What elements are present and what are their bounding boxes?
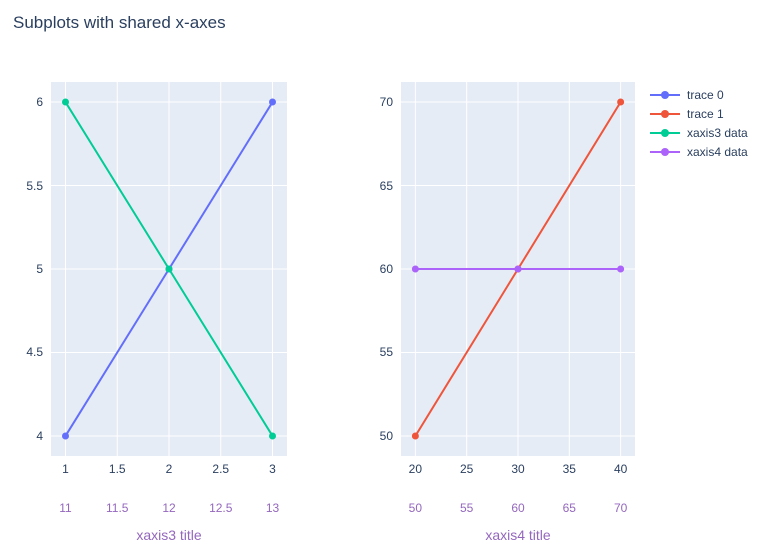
x-secondary-axis-tick-label: 11 xyxy=(59,501,72,515)
x-secondary-axis-tick-label: 50 xyxy=(408,501,423,515)
y-axis-tick-label: 4 xyxy=(36,428,43,443)
x-secondary-axis-tick-label: 12.5 xyxy=(209,501,233,515)
legend-symbol-icon xyxy=(650,90,680,99)
trace-marker-xaxis4-data xyxy=(411,265,419,273)
x-secondary-axis-tick-label: 65 xyxy=(562,501,576,515)
legend-symbol-icon xyxy=(650,128,680,137)
subplot-left-plot-area[interactable] xyxy=(51,82,287,456)
x-axis-tick-label: 3 xyxy=(269,462,276,476)
y-axis-tick-label: 5 xyxy=(36,262,43,276)
y-axis-tick-label: 70 xyxy=(379,95,393,110)
x-secondary-axis-tick-label: 70 xyxy=(613,501,628,515)
legend-item-xaxis3-data[interactable]: xaxis3 data xyxy=(649,123,748,142)
subplot-canvas xyxy=(51,82,287,456)
trace-marker-xaxis4-data xyxy=(514,265,522,273)
legend-item-label: trace 0 xyxy=(687,87,724,102)
x-secondary-axis-tick-label: 11.5 xyxy=(106,501,129,515)
y-axis-tick-label: 6 xyxy=(36,95,43,110)
x-axis-tick-label: 40 xyxy=(613,462,628,476)
trace-marker-xaxis4-data xyxy=(617,265,625,273)
x-axis-tick-label: 25 xyxy=(459,462,474,476)
trace-marker-trace-1 xyxy=(617,98,625,106)
x-axis-tick-label: 30 xyxy=(511,462,525,476)
y-axis-tick-label: 4.5 xyxy=(26,345,43,360)
trace-marker-trace-1 xyxy=(411,432,419,440)
x-axis-tick-label: 1.5 xyxy=(108,462,126,476)
x-secondary-axis-tick-label: 60 xyxy=(511,501,525,515)
y-axis-tick-label: 5.5 xyxy=(26,178,43,193)
x-secondary-axis-tick-label: 13 xyxy=(265,501,280,515)
x-secondary-axis-title: xaxis4 title xyxy=(485,527,551,543)
x-secondary-axis-tick-label: 55 xyxy=(459,501,474,515)
legend-item-label: trace 1 xyxy=(687,106,724,121)
subplot-right-plot-area[interactable] xyxy=(401,82,635,456)
trace-marker-trace-0 xyxy=(61,432,69,440)
trace-marker-xaxis3-data xyxy=(61,98,69,106)
x-axis-tick-label: 35 xyxy=(562,462,576,476)
legend-symbol-icon xyxy=(650,147,680,156)
chart-title: Subplots with shared x-axes xyxy=(13,13,226,32)
trace-marker-xaxis3-data xyxy=(165,265,173,273)
subplot-canvas xyxy=(401,82,635,456)
legend-symbol-icon xyxy=(650,109,680,118)
legend-item-label: xaxis4 data xyxy=(687,144,748,159)
x-secondary-axis-title: xaxis3 title xyxy=(136,527,202,543)
x-axis-tick-label: 2 xyxy=(165,462,173,476)
legend-item-label: xaxis3 data xyxy=(687,125,748,140)
legend-item-trace-0[interactable]: trace 0 xyxy=(649,85,748,104)
legend: trace 0 trace 1 xaxis3 data xaxis4 data xyxy=(649,85,748,161)
x-secondary-axis-tick-label: 12 xyxy=(162,501,176,515)
trace-marker-xaxis3-data xyxy=(269,432,277,440)
x-axis-tick-label: 2.5 xyxy=(212,462,230,476)
trace-marker-trace-0 xyxy=(269,98,277,106)
legend-item-xaxis4-data[interactable]: xaxis4 data xyxy=(649,142,748,161)
y-axis-tick-label: 50 xyxy=(379,428,393,443)
y-axis-tick-label: 65 xyxy=(379,178,393,193)
x-axis-tick-label: 1 xyxy=(62,462,69,476)
x-axis-tick-label: 20 xyxy=(408,462,423,476)
y-axis-tick-label: 60 xyxy=(379,262,393,276)
y-axis-tick-label: 55 xyxy=(379,345,393,360)
legend-item-trace-1[interactable]: trace 1 xyxy=(649,104,748,123)
